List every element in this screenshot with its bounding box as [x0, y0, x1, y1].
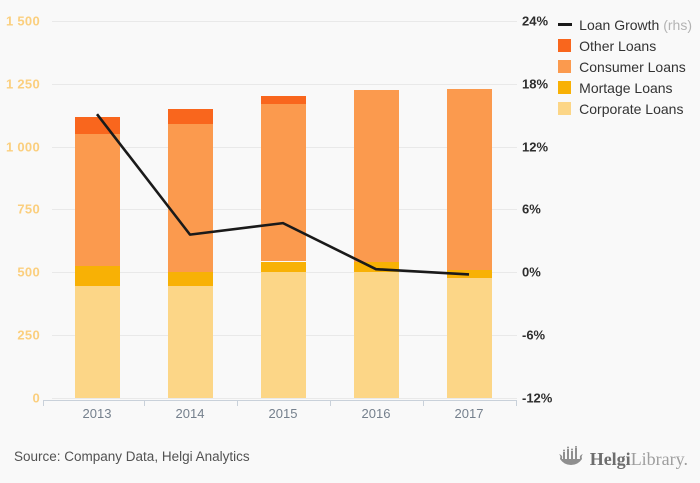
right-axis-tick-label: 24%	[522, 13, 549, 29]
bar-segment-mortage-loans	[353, 262, 399, 273]
left-axis-tick-label: 250	[17, 327, 40, 343]
x-axis-year-label: 2015	[268, 405, 298, 421]
right-axis-tick-label: 18%	[522, 76, 549, 92]
right-axis-tick-label: 0%	[522, 264, 541, 280]
bar-segment-corporate-loans	[446, 277, 492, 398]
left-axis-tick-label: 1 000	[5, 139, 40, 155]
legend-item-loan-growth: Loan Growth (rhs)	[558, 15, 692, 35]
left-axis-tick-label: 0	[32, 390, 40, 406]
bar-segment-consumer-loans	[446, 88, 492, 270]
bar-segment-other-loans	[74, 117, 120, 134]
right-axis-tick-label: 6%	[522, 201, 541, 217]
bar-segment-mortage-loans	[74, 265, 120, 287]
logo-text-helgi: Helgi	[589, 449, 631, 469]
swatch-icon	[558, 60, 572, 74]
swatch-icon	[558, 102, 572, 116]
x-axis-tick	[516, 399, 517, 406]
legend-label: Loan Growth (rhs)	[579, 17, 692, 33]
legend-label-suffix: (rhs)	[659, 17, 692, 33]
gridline	[52, 83, 517, 85]
bar-segment-consumer-loans	[260, 103, 306, 262]
legend-label: Consumer Loans	[579, 59, 686, 75]
bar-segment-mortage-loans	[446, 269, 492, 278]
legend-item-mortage-loans: Mortage Loans	[558, 78, 692, 98]
left-axis-tick-label: 500	[17, 264, 40, 280]
bar-segment-other-loans	[167, 108, 213, 125]
bar-segment-consumer-loans	[167, 124, 213, 272]
helgi-library-logo: HelgiLibrary.	[558, 445, 688, 473]
legend-label: Corporate Loans	[579, 101, 684, 117]
bar-segment-consumer-loans	[74, 133, 120, 266]
left-axis-tick-label: 1 500	[5, 13, 40, 29]
x-axis-tick	[143, 399, 145, 406]
bar-segment-mortage-loans	[167, 271, 213, 286]
x-axis-year-label: 2016	[361, 405, 391, 421]
gridline	[52, 21, 517, 22]
bar-segment-mortage-loans	[260, 261, 306, 273]
legend-marker	[558, 60, 572, 73]
line-marker-icon	[558, 18, 573, 32]
left-axis-tick-label: 750	[17, 201, 40, 217]
x-axis-tick	[43, 399, 44, 406]
bar-segment-other-loans	[260, 96, 306, 104]
bar-segment-corporate-loans	[353, 272, 399, 398]
bar-segment-corporate-loans	[167, 285, 213, 398]
source-text: Source: Company Data, Helgi Analytics	[14, 449, 250, 464]
legend-item-consumer-loans: Consumer Loans	[558, 57, 692, 77]
legend-marker	[558, 39, 572, 52]
x-axis-year-label: 2014	[175, 405, 205, 421]
logo-text-library: Library.	[630, 449, 688, 469]
legend-item-other-loans: Other Loans	[558, 36, 692, 56]
legend: Loan Growth (rhs) Other Loans Consumer Loa…	[558, 15, 692, 120]
right-axis-tick-label: -6%	[522, 327, 546, 343]
legend-item-corporate-loans: Corporate Loans	[558, 99, 692, 119]
gridline	[52, 397, 517, 399]
legend-marker	[558, 81, 572, 94]
swatch-icon	[558, 81, 572, 95]
ship-bar-chart-icon	[558, 445, 585, 473]
x-axis-line	[43, 399, 517, 401]
swatch-icon	[558, 39, 572, 53]
logo-text: HelgiLibrary.	[590, 449, 688, 470]
bar-segment-corporate-loans	[74, 286, 120, 398]
bar-segment-consumer-loans	[353, 89, 399, 262]
legend-label: Mortage Loans	[579, 80, 673, 96]
legend-label: Other Loans	[579, 38, 657, 54]
x-axis-year-label: 2017	[454, 405, 484, 421]
right-axis-tick-label: -12%	[522, 390, 553, 406]
x-axis-tick	[236, 399, 238, 406]
legend-marker	[558, 102, 572, 115]
x-axis-tick	[422, 399, 424, 406]
left-axis-tick-label: 1 250	[5, 76, 40, 92]
x-axis-tick	[329, 399, 331, 406]
bar-segment-corporate-loans	[260, 272, 306, 398]
right-axis-tick-label: 12%	[522, 139, 549, 155]
x-axis-year-label: 2013	[82, 405, 112, 421]
legend-marker	[558, 23, 573, 26]
